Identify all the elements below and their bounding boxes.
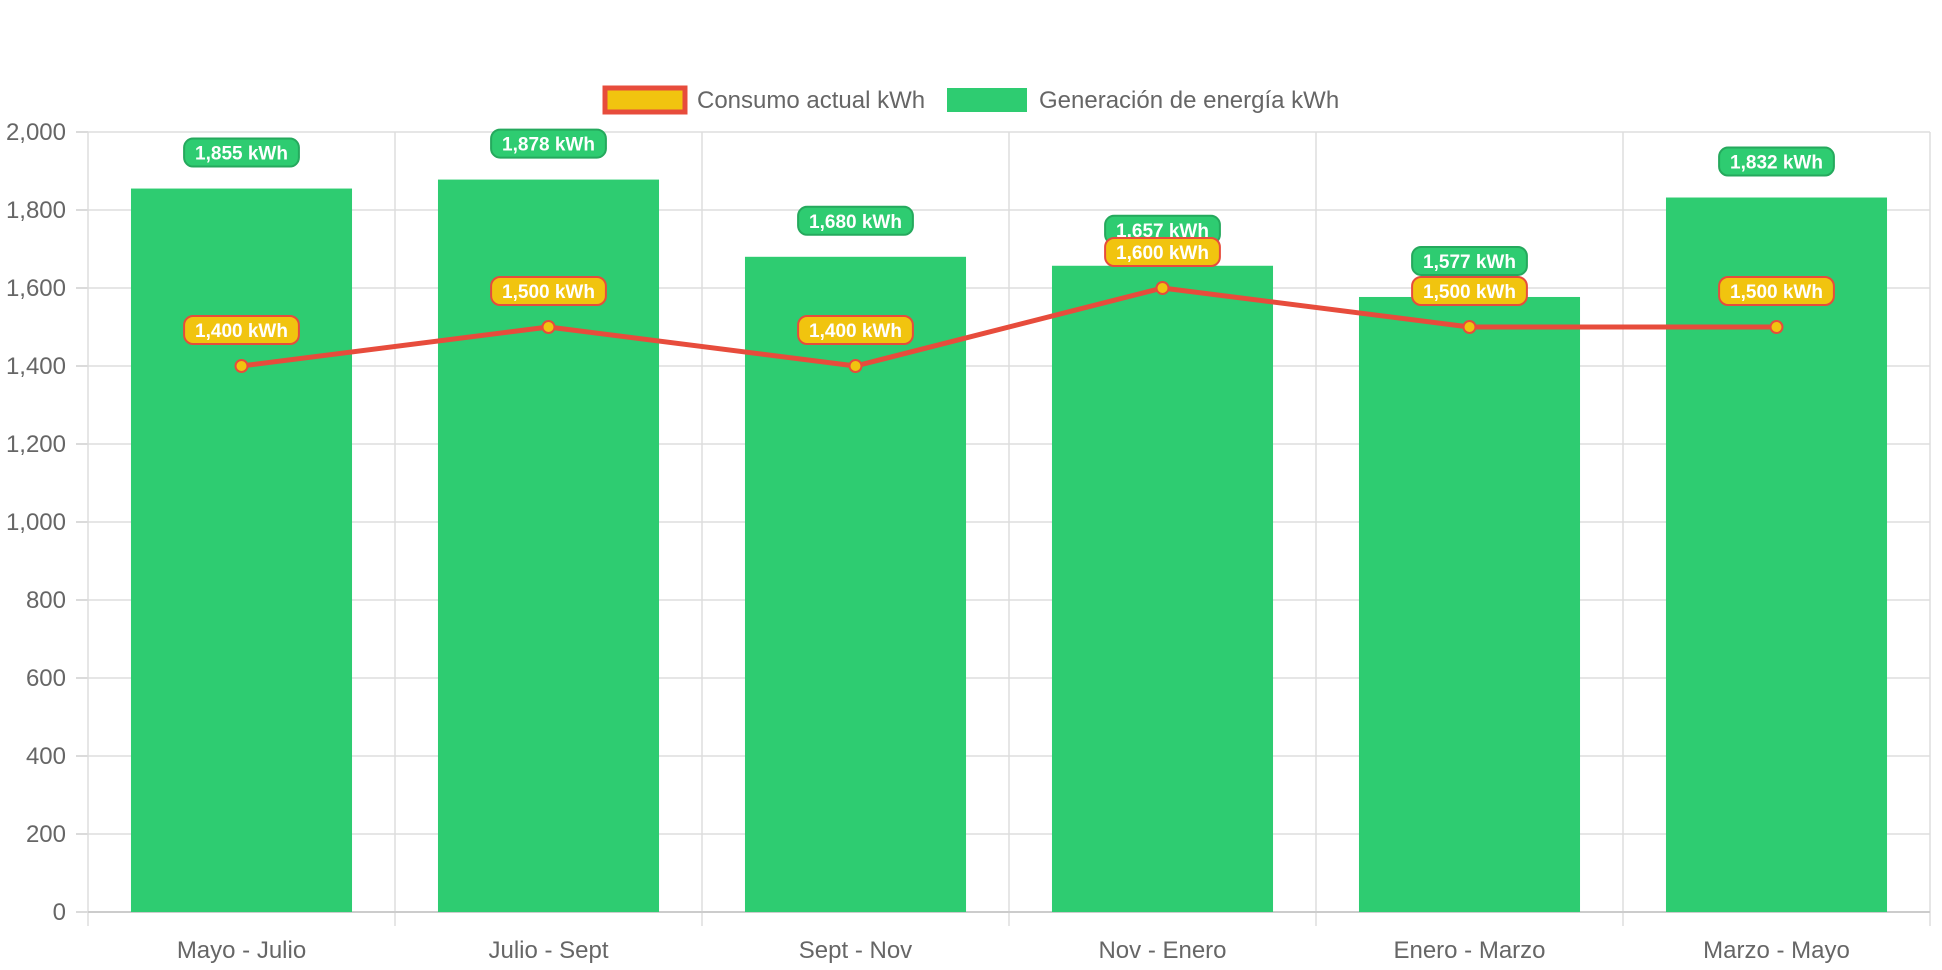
consumption-data-label: 1,500 kWh [502, 282, 595, 303]
generation-data-label-background [797, 205, 914, 236]
generation-bar [1665, 197, 1888, 912]
y-tick-label: 800 [26, 587, 66, 614]
generation-bar [1358, 296, 1581, 913]
generation-data-label-background [1411, 245, 1528, 276]
y-tick-label: 400 [26, 743, 66, 770]
chart-legend: Consumo actual kWh Generación de energía … [602, 85, 1339, 115]
consumption-data-label-background [1718, 276, 1835, 306]
y-tick-label: 2,000 [6, 119, 66, 146]
consumption-data-label-group: 1,500 kWh [1718, 276, 1835, 306]
generation-data-label: 1,657 kWh [1116, 221, 1209, 242]
consumption-data-label-background [183, 315, 300, 345]
consumption-data-label-background [1104, 237, 1221, 267]
legend-label-generation: Generación de energía kWh [1039, 87, 1339, 114]
generation-bar [1051, 265, 1274, 912]
legend-swatch-consumption [602, 85, 688, 115]
y-tick-label: 600 [26, 665, 66, 692]
consumption-data-label-group: 1,400 kWh [797, 315, 914, 345]
x-axis-labels: Mayo - Julio Julio - Sept Sept - Nov Nov - … [177, 937, 1850, 964]
x-tick-label: Julio - Sept [488, 937, 608, 964]
y-tick-label: 200 [26, 821, 66, 848]
consumption-data-label-background [797, 315, 914, 345]
y-tick-label: 1,800 [6, 197, 66, 224]
generation-data-label-group: 1,832 kWh [1718, 146, 1835, 177]
generation-data-label: 1,878 kWh [502, 135, 595, 156]
generation-data-label-background [1718, 146, 1835, 177]
chart-grid: 0 200 400 600 800 1,000 1,200 1,400 1,600 1,800 2,… [6, 119, 1931, 926]
y-tick-label: 0 [53, 899, 66, 926]
x-tick-label: Nov - Enero [1098, 937, 1226, 964]
x-tick-label: Sept - Nov [799, 937, 912, 964]
consumption-data-label-group: 1,600 kWh [1104, 237, 1221, 267]
consumption-data-label-group: 1,500 kWh [1411, 276, 1528, 306]
consumption-data-label: 1,500 kWh [1423, 282, 1516, 303]
y-tick-label: 1,600 [6, 275, 66, 302]
generation-data-label-background [183, 137, 300, 168]
generation-data-label-group: 1,680 kWh [797, 205, 914, 236]
consumption-point [848, 359, 863, 373]
generation-bars [130, 179, 1888, 913]
generation-data-label-group: 1,577 kWh [1411, 245, 1528, 276]
consumption-data-label-background [490, 276, 607, 306]
y-tick-label: 1,200 [6, 431, 66, 458]
legend-label-consumption: Consumo actual kWh [697, 87, 925, 114]
y-tick-label: 1,000 [6, 509, 66, 536]
consumption-data-label-group: 1,500 kWh [490, 276, 607, 306]
consumption-line [239, 285, 1779, 369]
consumption-data-label-group: 1,400 kWh [183, 315, 300, 345]
generation-data-label-group: 1,855 kWh [183, 137, 300, 168]
consumption-point [541, 320, 556, 334]
consumption-point [234, 359, 249, 373]
consumption-data-label: 1,600 kWh [1116, 243, 1209, 264]
generation-data-label-group: 1,878 kWh [490, 128, 607, 159]
generation-data-label: 1,577 kWh [1423, 252, 1516, 273]
y-tick-label: 1,400 [6, 353, 66, 380]
x-tick-label: Mayo - Julio [177, 937, 306, 964]
consumption-data-label: 1,400 kWh [809, 321, 902, 342]
consumption-point [1462, 320, 1477, 334]
consumption-point [1769, 320, 1784, 334]
generation-data-label-group: 1,657 kWh [1104, 214, 1221, 245]
consumption-data-label: 1,400 kWh [195, 321, 288, 342]
generation-bar [130, 188, 353, 913]
generation-data-label: 1,832 kWh [1730, 153, 1823, 174]
consumption-data-label-background [1411, 276, 1528, 306]
consumption-point [1155, 281, 1170, 295]
generation-data-label: 1,855 kWh [195, 144, 288, 165]
generation-data-label-background [490, 128, 607, 159]
consumption-data-label: 1,500 kWh [1730, 282, 1823, 303]
generation-data-label: 1,680 kWh [809, 212, 902, 233]
x-tick-label: Enero - Marzo [1393, 937, 1545, 964]
x-tick-label: Marzo - Mayo [1703, 937, 1850, 964]
legend-swatch-generation [947, 88, 1027, 112]
